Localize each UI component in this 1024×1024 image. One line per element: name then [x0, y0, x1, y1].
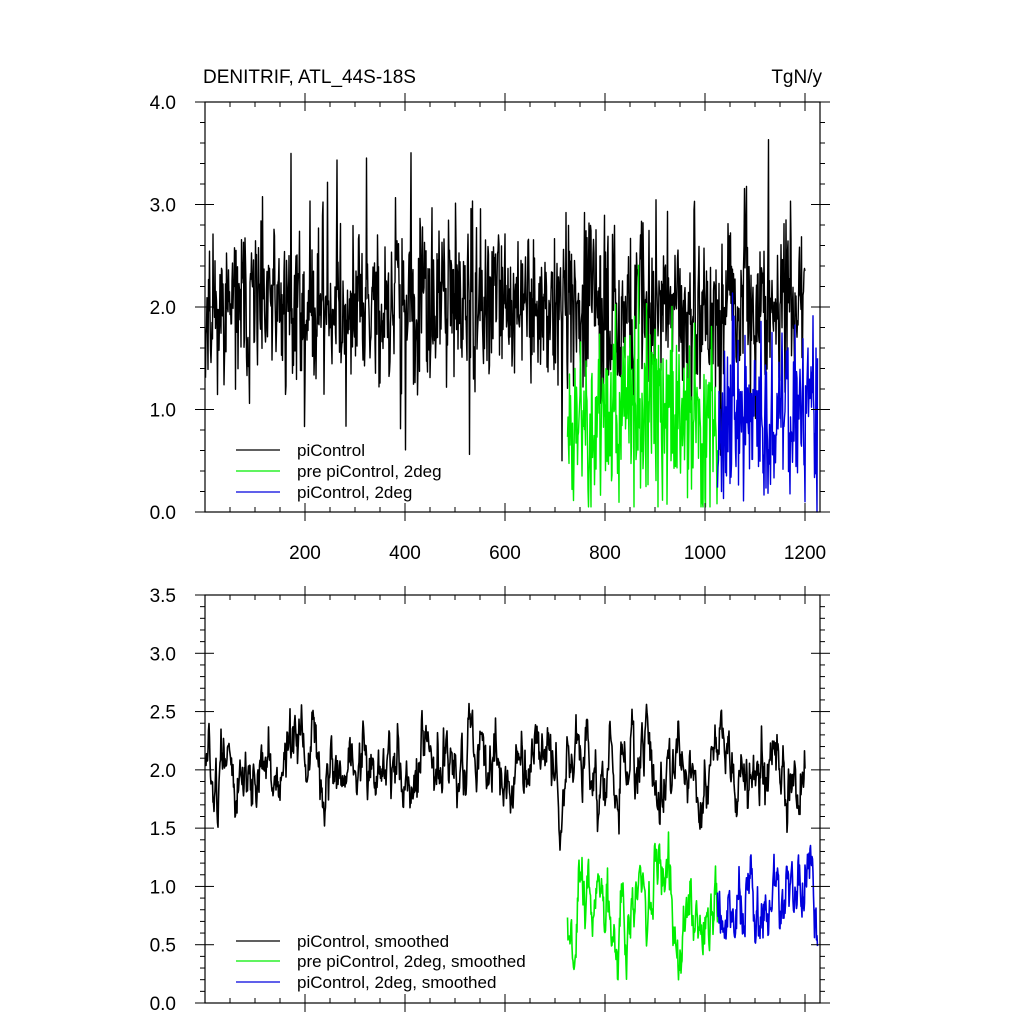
legend-label-picontrol-2deg: piControl, 2deg — [297, 483, 412, 502]
legend-label-picontrol-2deg-smoothed: piControl, 2deg, smoothed — [297, 973, 496, 992]
y-tick-label: 1.0 — [150, 401, 176, 422]
y-tick-label: 0.5 — [150, 936, 176, 957]
legend-label-pre-picontrol-2deg: pre piControl, 2deg — [297, 462, 442, 481]
legend-label-pre-picontrol-2deg-smoothed: pre piControl, 2deg, smoothed — [297, 952, 526, 971]
y-tick-label: 3.0 — [150, 196, 176, 217]
panel-bottom-frame — [204, 594, 821, 1004]
panel-top-units: TgN/y — [771, 67, 822, 88]
panel-bottom-x-ticks — [229, 586, 806, 1012]
y-tick-label: 4.0 — [150, 93, 176, 114]
y-tick-label: 3.0 — [150, 644, 176, 665]
panel-top-y-ticks: 0.0 1.0 2.0 3.0 4.0 — [150, 93, 830, 524]
x-tick-label: 200 — [289, 543, 321, 564]
series-line-pre-picontrol-2deg — [566, 264, 719, 508]
x-tick-label: 600 — [489, 543, 521, 564]
series-line-picontrol-2deg-smoothed — [716, 844, 819, 947]
y-tick-label: 3.5 — [150, 586, 176, 607]
y-tick-label: 0.0 — [150, 994, 176, 1015]
y-tick-label: 2.0 — [150, 761, 176, 782]
y-tick-label: 2.5 — [150, 703, 176, 724]
panel-top-x-ticks: 200 400 600 800 1000 1200 — [229, 93, 826, 564]
legend-label-picontrol: piControl — [297, 441, 365, 460]
x-tick-label: 1200 — [784, 543, 826, 564]
series-line-picontrol-smoothed — [204, 702, 806, 851]
series-line-pre-picontrol-2deg-smoothed — [566, 831, 719, 981]
x-tick-label: 1000 — [684, 543, 726, 564]
y-tick-label: 1.0 — [150, 877, 176, 898]
series-line-picontrol-2deg — [716, 292, 819, 513]
y-tick-label: 0.0 — [150, 503, 176, 524]
x-tick-label: 400 — [389, 543, 421, 564]
y-tick-label: 2.0 — [150, 298, 176, 319]
series-line-picontrol — [204, 138, 806, 462]
panel-top-legend: piControl pre piControl, 2deg piControl,… — [236, 441, 442, 502]
y-tick-label: 1.5 — [150, 819, 176, 840]
panel-bottom-series — [204, 702, 819, 981]
panel-top-series — [204, 138, 819, 513]
panel-bottom-legend: piControl, smoothed pre piControl, 2deg,… — [236, 932, 526, 992]
panel-bottom: 0.0 0.5 1.0 1.5 2.0 2.5 3.0 3.5 piControl, smoo… — [150, 586, 830, 1015]
x-tick-label: 800 — [589, 543, 621, 564]
legend-label-picontrol-smoothed: piControl, smoothed — [297, 932, 449, 951]
panel-bottom-y-ticks: 0.0 0.5 1.0 1.5 2.0 2.5 3.0 3.5 — [150, 586, 830, 1015]
panel-top-title: DENITRIF, ATL_44S-18S — [203, 67, 416, 88]
panel-top: DENITRIF, ATL_44S-18S TgN/y 200 400 600 800… — [150, 67, 830, 564]
